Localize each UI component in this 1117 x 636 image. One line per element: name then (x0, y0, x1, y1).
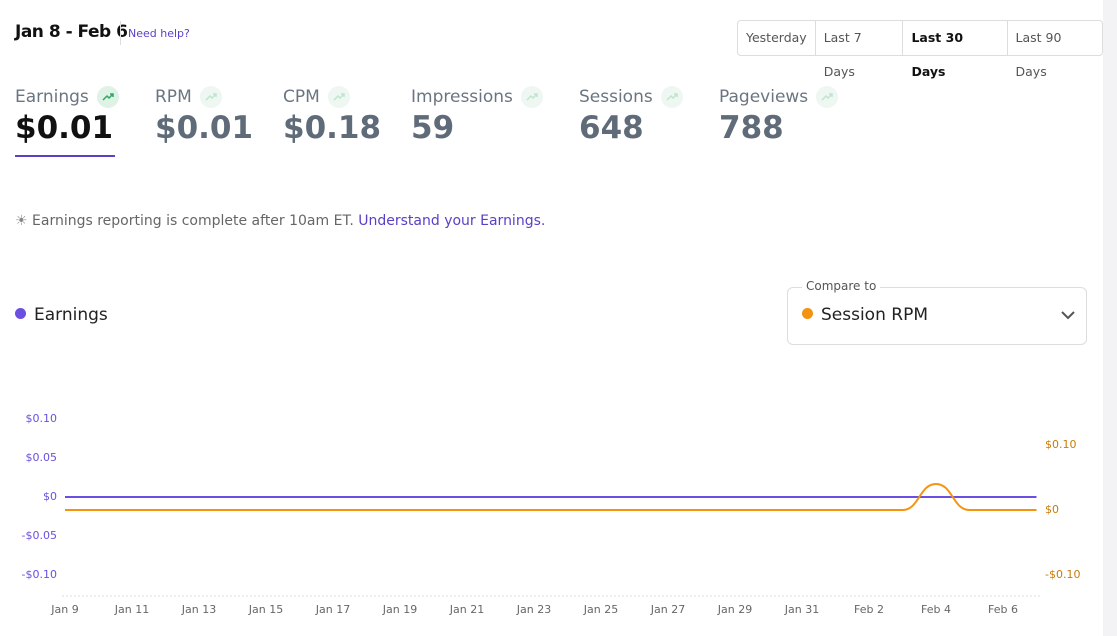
x-tick-label: Feb 4 (921, 603, 951, 616)
legend-label: Session RPM (821, 305, 928, 325)
x-tick-label: Jan 11 (114, 603, 149, 616)
x-tick-label: Jan 25 (583, 603, 618, 616)
metric-value: $0.01 (15, 110, 114, 146)
y2-tick-label: $0.10 (1045, 438, 1077, 451)
metric-label[interactable]: RPM (155, 87, 192, 107)
date-range: Jan 8 - Feb 6 (15, 22, 128, 42)
x-tick-label: Feb 2 (854, 603, 884, 616)
metric-label[interactable]: Impressions (411, 87, 513, 107)
range-selector: Yesterday Last 7 Days Last 30 Days Last 90 … (737, 20, 1103, 79)
y-tick-label: $0.10 (26, 412, 58, 425)
range-button[interactable]: Yesterday (746, 30, 807, 45)
notice-link[interactable]: Understand your Earnings. (358, 213, 546, 229)
active-underline (15, 155, 115, 157)
series-line (65, 482, 1037, 511)
chevron (1061, 311, 1075, 320)
notice-text: Earnings reporting is complete after 10a… (32, 213, 354, 229)
legend-label: Earnings (34, 305, 108, 325)
notice: ☀ Earnings reporting is complete after 1… (15, 213, 545, 229)
compare-value: Session RPM (802, 305, 928, 325)
x-tick-label: Jan 21 (449, 603, 484, 616)
x-tick-label: Jan 15 (248, 603, 283, 616)
trend-icon (661, 86, 683, 108)
legend-dot (802, 308, 813, 319)
metric-value: $0.01 (155, 110, 254, 146)
y-tick-label: -$0.10 (22, 568, 57, 581)
range-button[interactable]: Last 90 Days (1006, 21, 1102, 79)
metric-label[interactable]: Sessions (579, 87, 653, 107)
x-tick-label: Feb 6 (988, 603, 1018, 616)
trend-icon (816, 86, 838, 108)
trend-icon (97, 86, 119, 108)
compare-select[interactable]: Compare to Session RPM (787, 279, 1087, 345)
metric-label[interactable]: Earnings (15, 87, 89, 107)
metric-value: 648 (579, 110, 644, 146)
range-button[interactable]: Last 30 Days (902, 21, 1006, 79)
compare-label: Compare to (802, 279, 881, 293)
metric-value: 788 (719, 110, 784, 146)
x-tick-label: Jan 17 (315, 603, 350, 616)
x-tick-label: Jan 19 (382, 603, 417, 616)
metric-value: 59 (411, 110, 455, 146)
metric-label[interactable]: CPM (283, 87, 320, 107)
trend-icon (328, 86, 350, 108)
chart: $0.10 $0.05 $0 -$0.05 -$0.10 $0.10 $0 -$0.10 Jan… (22, 412, 1081, 616)
sun-icon: ☀ (15, 213, 28, 229)
x-tick-label: Jan 9 (50, 603, 78, 616)
help-link[interactable]: Need help? (128, 27, 190, 40)
trend-icon (521, 86, 543, 108)
y2-tick-label: -$0.10 (1045, 568, 1080, 581)
y-tick-label: -$0.05 (22, 529, 57, 542)
x-tick-label: Jan 29 (717, 603, 752, 616)
y-tick-label: $0 (43, 490, 57, 503)
x-tick-label: Jan 13 (181, 603, 216, 616)
legend-earnings: Earnings (15, 305, 108, 325)
metric-label[interactable]: Pageviews (719, 87, 809, 107)
legend-dot (15, 308, 26, 319)
divider (120, 21, 121, 45)
x-tick-label: Jan 23 (516, 603, 551, 616)
metric-value: $0.18 (283, 110, 382, 146)
x-tick-label: Jan 31 (784, 603, 819, 616)
trend-icon (200, 86, 222, 108)
range-button[interactable]: Last 7 Days (814, 21, 903, 79)
y-tick-label: $0.05 (26, 451, 58, 464)
y2-tick-label: $0 (1045, 503, 1059, 516)
x-tick-label: Jan 27 (650, 603, 685, 616)
